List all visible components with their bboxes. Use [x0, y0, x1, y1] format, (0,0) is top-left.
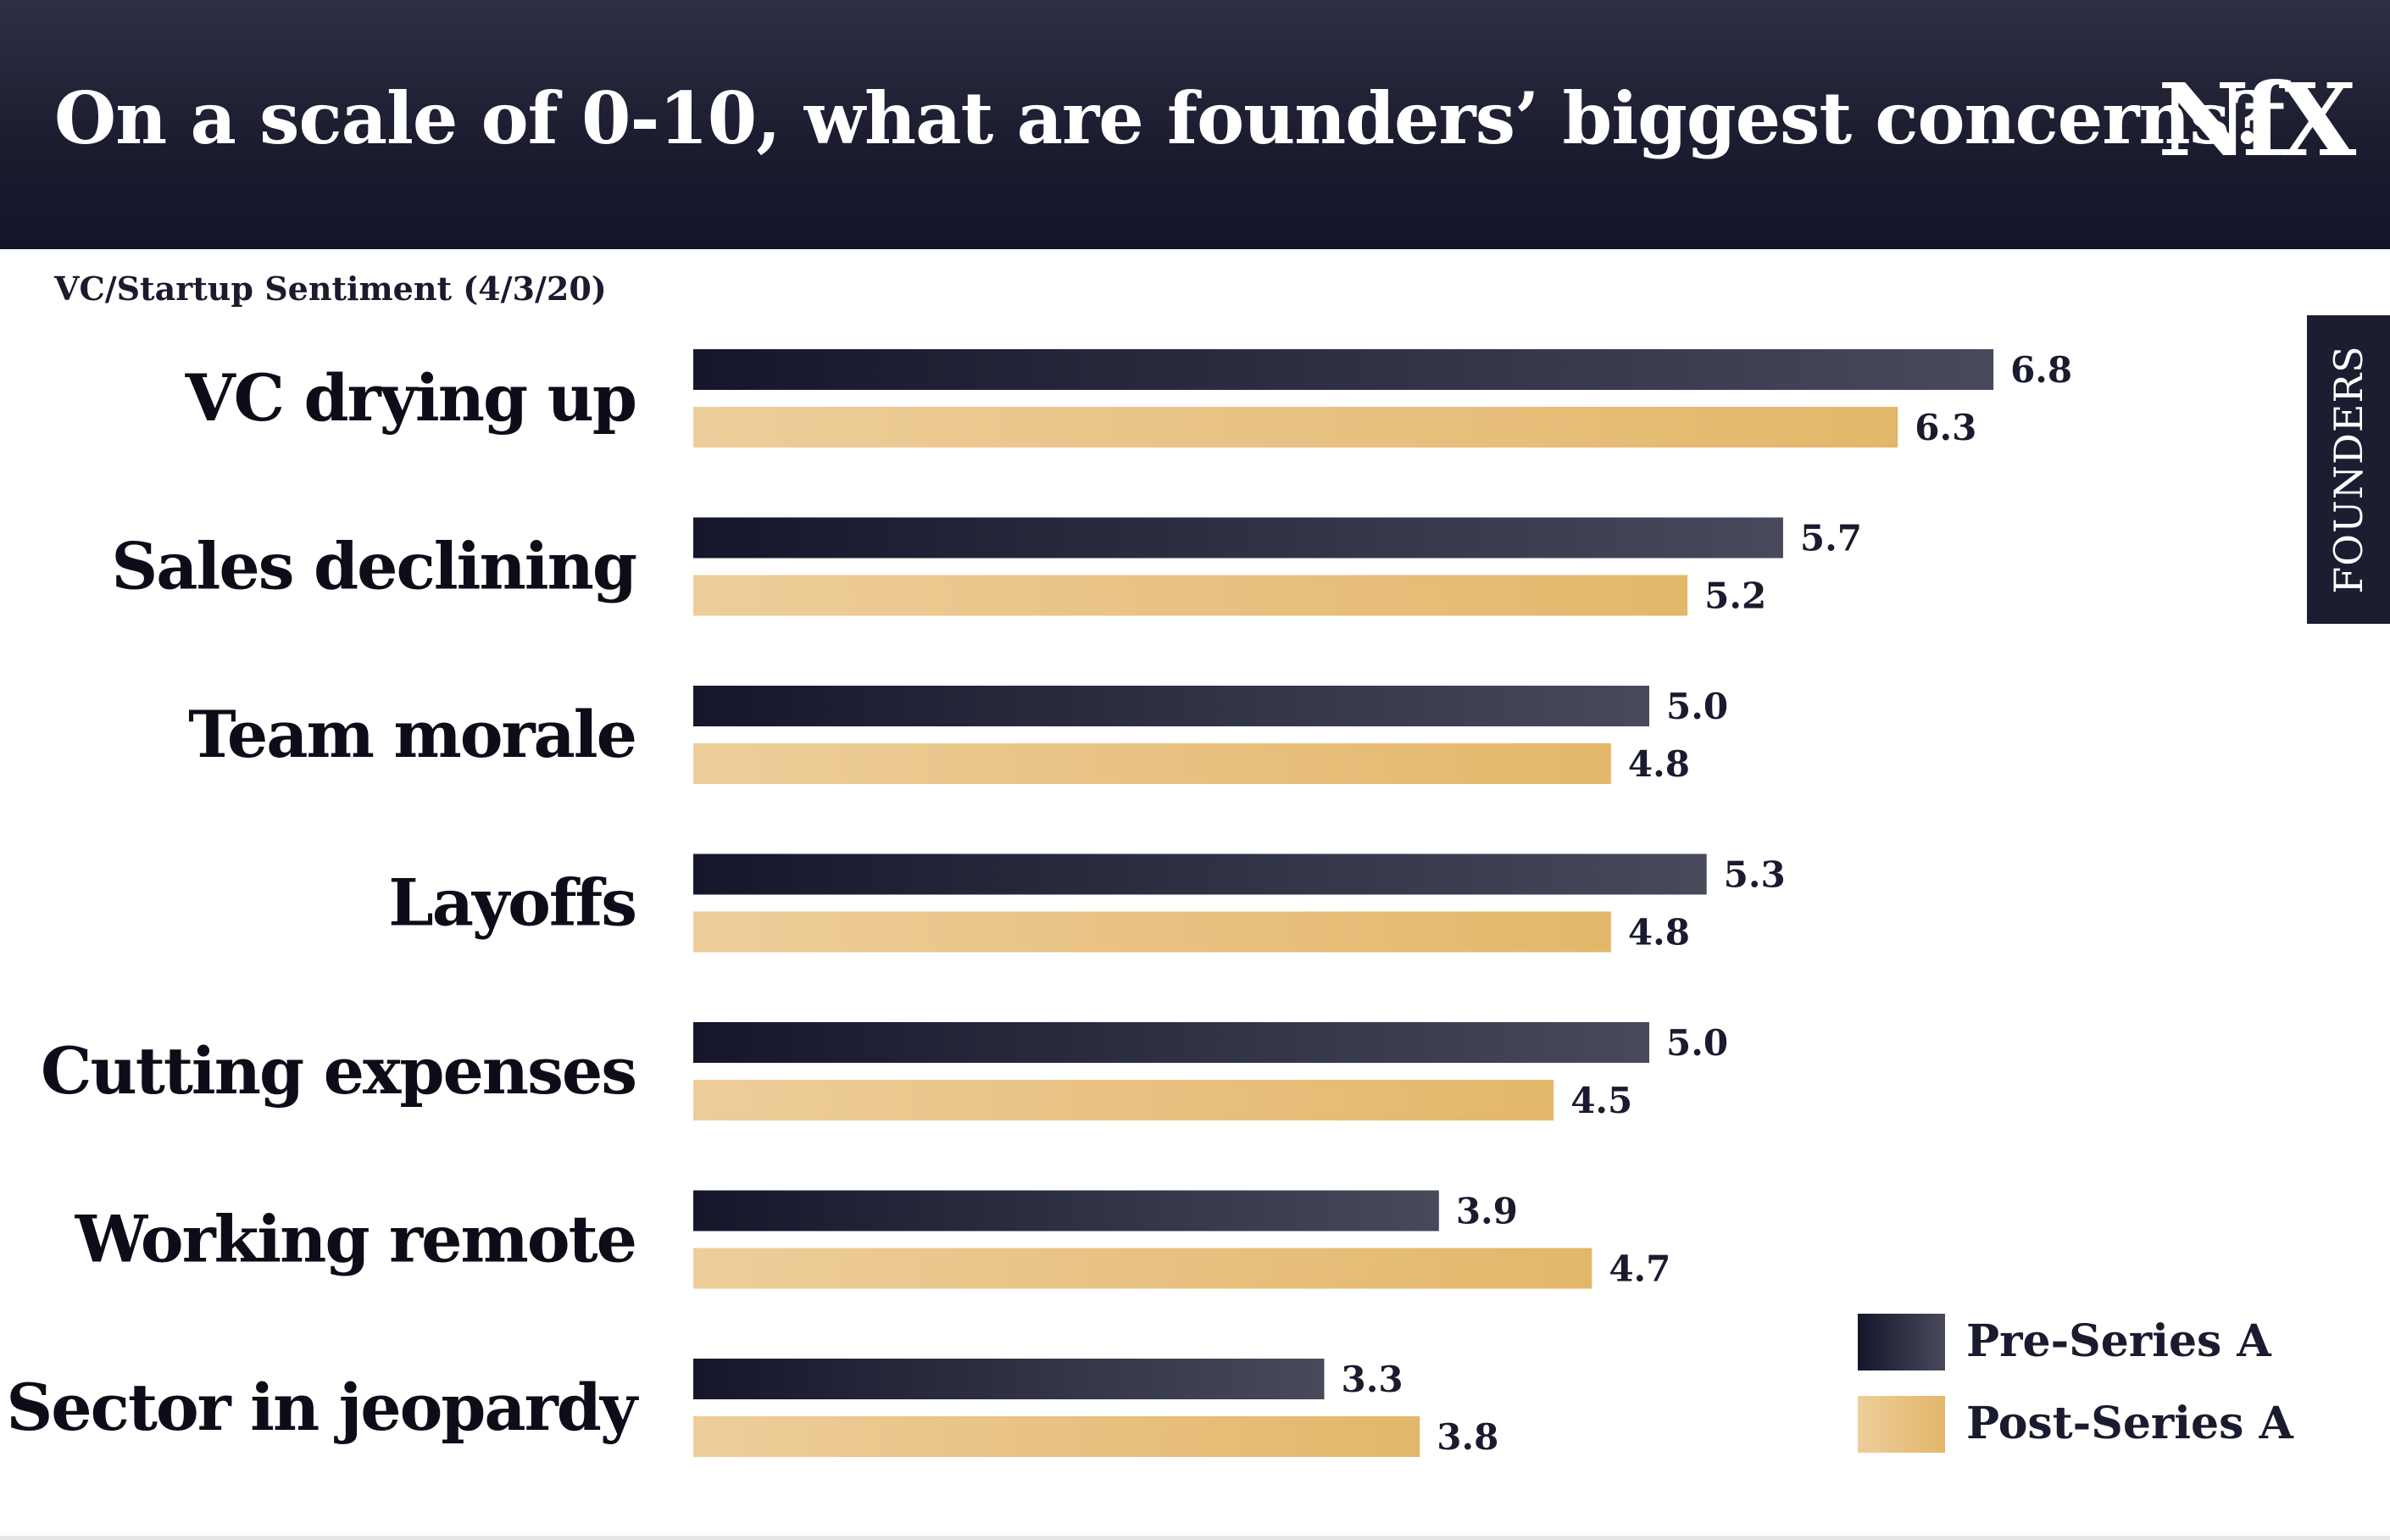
bar-pre-series-a [693, 686, 1649, 726]
bar-group: Sales declining 5.7 5.2 [111, 517, 1862, 617]
header-banner [0, 0, 2390, 249]
category-label: Sales declining [111, 529, 636, 604]
value-label-post-series-a: 5.2 [1704, 575, 1766, 617]
value-label-post-series-a: 4.7 [1609, 1248, 1670, 1290]
bar-group: Sector in jeopardy 3.3 3.8 [6, 1359, 1498, 1458]
bar-post-series-a [693, 575, 1688, 616]
value-label-pre-series-a: 3.9 [1456, 1191, 1518, 1232]
bar-group: Team morale 5.0 4.8 [188, 686, 1728, 785]
category-label: Cutting expenses [41, 1033, 636, 1109]
value-label-pre-series-a: 3.3 [1341, 1359, 1403, 1400]
legend-label-pre-series-a: Pre-Series A [1966, 1315, 2271, 1367]
value-label-post-series-a: 6.3 [1915, 407, 1976, 448]
value-label-pre-series-a: 5.0 [1666, 686, 1728, 727]
category-label: Team morale [188, 697, 636, 772]
bar-post-series-a [693, 1416, 1420, 1457]
nfx-logo: NfX [2158, 61, 2356, 179]
bar-post-series-a [693, 1080, 1554, 1120]
bar-pre-series-a [693, 853, 1707, 895]
value-label-post-series-a: 4.5 [1570, 1080, 1632, 1121]
legend-item-pre-series-a: Pre-Series A [1858, 1314, 2271, 1370]
category-label: Layoffs [388, 865, 636, 941]
bar-group: Layoffs 5.3 4.8 [388, 853, 1786, 953]
chart-subtitle: VC/Startup Sentiment (4/3/20) [54, 270, 607, 308]
bar-post-series-a [693, 743, 1611, 784]
bar-post-series-a [693, 407, 1898, 448]
bar-post-series-a [693, 911, 1611, 953]
bar-pre-series-a [693, 1190, 1439, 1231]
bar-pre-series-a [693, 1022, 1649, 1063]
chart-legend: Pre-Series A Post-Series A [1858, 1314, 2294, 1453]
page-title: On a scale of 0-10, what are founders’ b… [54, 76, 2270, 160]
category-label: Sector in jeopardy [6, 1370, 639, 1445]
legend-label-post-series-a: Post-Series A [1966, 1398, 2294, 1449]
bar-post-series-a [693, 1248, 1592, 1289]
bar-pre-series-a [693, 517, 1783, 559]
bar-group: Cutting expenses 5.0 4.5 [41, 1022, 1728, 1121]
bars-layer: VC drying up 6.8 6.3 Sales declining 5.7 5.2 T… [6, 349, 2072, 1458]
side-tab [2307, 315, 2390, 624]
bar-group: VC drying up 6.8 6.3 [185, 349, 2072, 448]
value-label-post-series-a: 3.8 [1437, 1416, 1498, 1458]
value-label-pre-series-a: 5.0 [1666, 1022, 1728, 1064]
bar-pre-series-a [693, 349, 1994, 390]
footer-divider [0, 1536, 2390, 1540]
value-label-pre-series-a: 5.7 [1800, 518, 1862, 559]
bar-group: Working remote 3.9 4.7 [75, 1190, 1670, 1290]
bar-pre-series-a [693, 1359, 1325, 1399]
value-label-post-series-a: 4.8 [1628, 912, 1690, 953]
value-label-pre-series-a: 6.8 [2010, 349, 2072, 391]
value-label-post-series-a: 4.8 [1628, 743, 1690, 785]
category-label: Working remote [75, 1202, 636, 1277]
legend-swatch-post-series-a [1858, 1396, 1945, 1453]
category-label: VC drying up [185, 360, 636, 436]
legend-item-post-series-a: Post-Series A [1858, 1396, 2294, 1453]
legend-swatch-pre-series-a [1858, 1314, 1945, 1370]
value-label-pre-series-a: 5.3 [1724, 854, 1786, 896]
